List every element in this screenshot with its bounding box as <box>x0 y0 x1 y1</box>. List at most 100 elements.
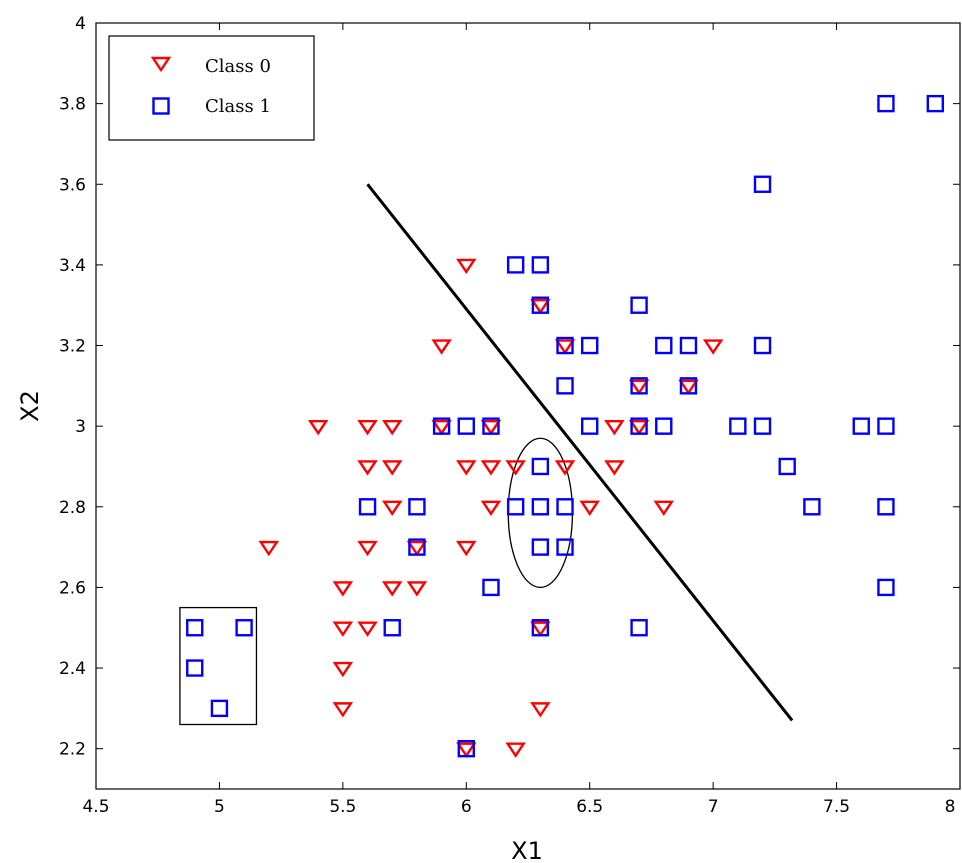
data-point-class-0 <box>258 540 280 557</box>
data-point-class-1 <box>383 619 401 637</box>
data-point-class-0 <box>406 581 428 597</box>
data-point-class-1 <box>877 578 895 597</box>
data-point-class-1 <box>877 498 895 516</box>
data-point-class-0 <box>530 702 551 718</box>
data-point-class-1 <box>457 417 475 435</box>
data-point-class-1 <box>581 417 599 435</box>
legend: Class 0 Class 1 <box>108 35 315 141</box>
data-point-class-0 <box>357 540 378 557</box>
data-point-class-1 <box>531 619 550 637</box>
x-tick-label: 8 <box>945 797 956 817</box>
data-point-class-0 <box>357 419 378 436</box>
data-point-class-1 <box>581 336 599 355</box>
data-point-class-1 <box>531 296 550 314</box>
data-point-class-1 <box>803 498 821 516</box>
y-tick-label: 2.2 <box>59 740 86 760</box>
data-point-class-1 <box>186 659 204 677</box>
x-tick-label: 6 <box>461 797 472 817</box>
plot-frame <box>95 22 961 790</box>
y-tick-label: 3.6 <box>59 175 86 195</box>
x-tick-label: 5.5 <box>329 797 356 817</box>
data-point-class-0 <box>381 500 403 516</box>
data-point-class-0 <box>332 661 354 678</box>
data-point-class-0 <box>505 742 526 758</box>
data-point-class-0 <box>456 742 477 758</box>
data-point-class-0 <box>431 339 452 355</box>
y-tick-label: 3 <box>75 417 86 437</box>
data-point-class-1 <box>877 417 895 435</box>
legend-entry-class-0: Class 0 <box>150 56 271 77</box>
data-point-class-0 <box>480 500 502 516</box>
highlight-rectangle <box>179 606 258 726</box>
data-point-class-1 <box>679 336 698 355</box>
data-point-class-1 <box>655 417 673 435</box>
data-point-class-1 <box>531 498 550 516</box>
legend-marker-square <box>152 97 170 115</box>
data-point-class-1 <box>482 578 500 597</box>
data-point-class-0 <box>332 702 354 718</box>
y-tick-label: 3.8 <box>59 95 86 115</box>
data-point-class-0 <box>579 500 600 516</box>
data-point-class-0 <box>554 460 576 476</box>
data-point-class-0 <box>505 460 526 476</box>
data-point-class-0 <box>653 500 675 516</box>
legend-entry-class-1: Class 1 <box>152 96 271 117</box>
data-point-class-1 <box>852 417 870 435</box>
data-point-class-1 <box>531 538 550 556</box>
data-point-class-1 <box>186 619 204 637</box>
legend-marker-class-1 <box>152 97 170 115</box>
data-point-class-0 <box>307 419 329 436</box>
data-point-class-1 <box>358 498 377 516</box>
data-point-class-0 <box>456 258 477 275</box>
data-point-class-0 <box>628 379 650 396</box>
data-point-class-1 <box>531 256 550 274</box>
x-tick-label: 5 <box>214 797 225 817</box>
data-point-class-1 <box>556 498 574 516</box>
y-tick-label: 3.4 <box>59 256 86 276</box>
axes <box>95 22 961 790</box>
data-point-class-1 <box>457 739 475 758</box>
data-marks <box>186 94 945 758</box>
legend-marker-class-0 <box>150 56 172 73</box>
data-point-class-1 <box>210 699 229 718</box>
data-point-class-1 <box>877 94 895 113</box>
data-point-class-0 <box>456 460 477 476</box>
data-point-class-1 <box>408 538 426 556</box>
legend-marker-triangle <box>150 56 172 73</box>
decision-boundary-line <box>366 183 794 722</box>
data-point-class-1 <box>506 256 525 274</box>
data-point-class-1 <box>630 296 648 314</box>
data-point-class-0 <box>332 621 354 637</box>
x-tick-label: 6.5 <box>576 797 603 817</box>
data-point-class-1 <box>753 175 772 193</box>
data-point-class-0 <box>530 299 551 315</box>
data-point-class-1 <box>729 417 747 435</box>
data-point-class-0 <box>357 460 378 476</box>
data-point-class-0 <box>406 540 428 557</box>
data-point-class-1 <box>630 619 648 637</box>
data-point-class-1 <box>556 336 574 355</box>
data-point-class-0 <box>530 621 551 637</box>
y-tick-label: 2.8 <box>59 498 86 518</box>
data-point-class-0 <box>381 419 403 436</box>
data-point-class-1 <box>926 94 945 113</box>
data-point-class-0 <box>381 581 403 597</box>
data-point-class-1 <box>482 417 500 435</box>
data-point-class-1 <box>556 538 574 556</box>
data-point-class-0 <box>480 460 502 476</box>
data-point-class-0 <box>604 419 625 436</box>
ticks: 4.5 5 5.5 6 6.5 7 7.5 8 2.2 2.4 2.6 2.8 3 3.2 3.4 3.6 3.… <box>59 14 961 817</box>
data-point-class-0 <box>678 379 699 396</box>
data-point-class-0 <box>357 621 378 637</box>
data-point-class-1 <box>235 619 253 637</box>
data-point-class-1 <box>531 457 550 476</box>
data-point-class-1 <box>408 498 426 516</box>
y-tick-label: 2.4 <box>59 659 86 679</box>
legend-label-class-1: Class 1 <box>205 96 271 117</box>
y-tick-label: 2.6 <box>59 578 86 598</box>
x-axis-label: X1 <box>511 837 543 863</box>
legend-box <box>108 35 315 141</box>
y-axis-label: X2 <box>16 390 44 422</box>
y-tick-label: 4 <box>75 14 86 34</box>
